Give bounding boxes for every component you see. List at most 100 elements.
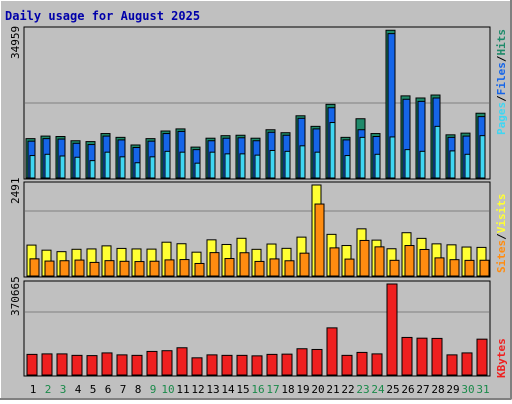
legend-files: Files <box>495 62 508 95</box>
legend-visits: Visits <box>495 194 508 234</box>
x-tick-label: 17 <box>266 383 279 396</box>
kbytes-bar <box>371 353 383 376</box>
pages-bar <box>479 135 486 179</box>
kbytes-bar <box>326 327 338 376</box>
panel-kbytes-max-label: 370665 <box>9 276 22 316</box>
x-tick-label: 10 <box>161 383 174 396</box>
sites-bar <box>254 260 265 277</box>
x-tick-label: 15 <box>236 383 249 396</box>
kbytes-bar <box>176 347 188 376</box>
pages-bar <box>224 153 231 179</box>
pages-bar <box>329 122 336 179</box>
pages-bar <box>104 151 111 179</box>
sites-bar <box>164 259 175 277</box>
pages-bar <box>149 156 156 179</box>
pages-bar <box>254 154 261 179</box>
pages-bar <box>59 155 66 179</box>
kbytes-bar <box>26 353 38 376</box>
pages-bar <box>134 162 141 179</box>
x-tick-label: 19 <box>296 383 309 396</box>
kbytes-bar <box>416 337 428 376</box>
legend-hits-files-pages: Pages/Files/Hits <box>495 29 508 135</box>
sites-bar <box>74 259 85 277</box>
x-tick-label: 8 <box>135 383 142 396</box>
kbytes-bar <box>341 354 353 376</box>
x-tick-label: 27 <box>416 383 429 396</box>
kbytes-bar <box>251 355 263 376</box>
pages-bar <box>269 149 276 179</box>
x-tick-label: 31 <box>476 383 489 396</box>
x-tick-label: 28 <box>431 383 444 396</box>
x-tick-label: 25 <box>386 383 399 396</box>
x-tick-label: 16 <box>251 383 264 396</box>
kbytes-bar <box>296 348 308 376</box>
sites-bar <box>194 262 205 277</box>
legend-sites: Sites <box>495 240 508 273</box>
pages-bar <box>434 125 441 179</box>
x-tick-label: 4 <box>75 383 82 396</box>
chart-title: Daily usage for August 2025 <box>5 9 200 23</box>
x-tick-label: 12 <box>191 383 204 396</box>
x-tick-label: 6 <box>105 383 112 396</box>
legend-separator: / <box>495 55 508 62</box>
legend-separator: / <box>495 233 508 240</box>
sites-bar <box>104 260 115 277</box>
sites-bar <box>134 261 145 277</box>
kbytes-bar <box>236 354 248 376</box>
chart-marks <box>25 29 490 376</box>
x-tick-label: 21 <box>326 383 339 396</box>
sites-bar <box>404 245 415 277</box>
pages-bar <box>89 160 96 179</box>
sites-bar <box>449 259 460 277</box>
kbytes-bar <box>56 353 68 376</box>
x-tick-label: 7 <box>120 383 127 396</box>
pages-bar <box>299 145 306 179</box>
pages-bar <box>314 151 321 179</box>
pages-bar <box>119 156 126 179</box>
sites-bar <box>419 248 430 277</box>
pages-bar <box>359 136 366 179</box>
pages-bar <box>374 153 381 179</box>
x-tick-label: 24 <box>371 383 385 396</box>
kbytes-bar <box>266 353 278 376</box>
x-tick-label: 2 <box>45 383 52 396</box>
x-tick-label: 18 <box>281 383 294 396</box>
kbytes-bar <box>131 354 143 376</box>
sites-bar <box>209 252 220 277</box>
sites-bar <box>44 260 55 277</box>
sites-bar <box>299 252 310 277</box>
x-tick-label: 9 <box>150 383 157 396</box>
kbytes-bar <box>146 350 158 376</box>
sites-bar <box>464 259 475 277</box>
x-tick-label: 3 <box>60 383 67 396</box>
kbytes-bar <box>101 352 113 376</box>
x-tick-label: 22 <box>341 383 354 396</box>
x-tick-label: 23 <box>356 383 369 396</box>
pages-bar <box>74 156 81 179</box>
pages-bar <box>44 153 51 179</box>
sites-bar <box>434 257 445 277</box>
pages-bar <box>239 153 246 179</box>
pages-bar <box>284 150 291 179</box>
sites-bar <box>149 260 160 277</box>
x-tick-label: 5 <box>90 383 97 396</box>
sites-bar <box>269 258 280 277</box>
kbytes-bar <box>311 348 323 376</box>
legend-pages: Hits <box>495 29 508 56</box>
x-tick-label: 11 <box>176 383 189 396</box>
kbytes-bar <box>206 354 218 376</box>
kbytes-bar <box>191 357 203 376</box>
sites-bar <box>59 260 70 277</box>
sites-bar <box>479 259 490 277</box>
pages-bar <box>29 155 36 179</box>
kbytes-bar <box>41 353 53 376</box>
kbytes-bar <box>116 354 128 376</box>
x-tick-label: 30 <box>461 383 474 396</box>
kbytes-bar <box>161 350 173 376</box>
x-tick-label: 1 <box>30 383 37 396</box>
kbytes-bar <box>86 355 98 376</box>
panel-visits-max-label: 2491 <box>9 178 22 205</box>
x-tick-label: 13 <box>206 383 219 396</box>
